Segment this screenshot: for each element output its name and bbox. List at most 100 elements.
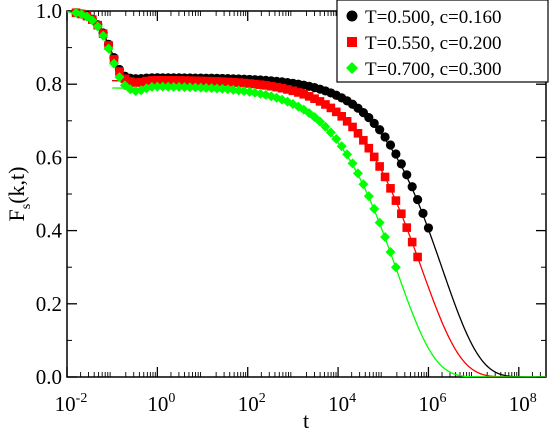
data-point-square [228, 77, 238, 87]
data-point-square [359, 136, 368, 145]
data-point-square [391, 196, 401, 205]
data-point-square [364, 143, 374, 153]
data-point-square [131, 78, 140, 87]
data-point-square [163, 75, 173, 85]
fit-curve [112, 87, 546, 377]
data-point-diamond [374, 217, 385, 228]
data-point-diamond [331, 133, 342, 144]
data-point-circle [385, 140, 396, 150]
data-point-square [125, 77, 135, 86]
data-point-square [180, 76, 189, 85]
x-tick-label: 106 [418, 391, 446, 416]
data-point-diamond [103, 43, 114, 54]
x-axis-label: t [303, 408, 309, 432]
data-point-square [386, 184, 395, 193]
data-point-square [304, 92, 314, 101]
data-point-diamond [98, 30, 109, 41]
data-point-circle [396, 159, 406, 169]
data-point-square [142, 76, 151, 86]
y-tick-label: 0.0 [36, 365, 62, 389]
y-tick-label: 0.8 [36, 72, 62, 96]
data-point-square [369, 152, 379, 162]
legend-box [336, 0, 549, 83]
data-point-square [239, 78, 249, 88]
data-point-circle [402, 170, 412, 180]
data-point-diamond [363, 191, 374, 202]
data-point-square [397, 209, 406, 219]
data-point-square [245, 79, 254, 88]
data-point-diamond [195, 82, 206, 93]
data-point-square [191, 76, 200, 86]
data-point-square [174, 76, 184, 85]
data-point-diamond [92, 21, 103, 32]
data-point-square [261, 81, 271, 90]
data-point-diamond [201, 82, 212, 93]
data-point-diamond [336, 141, 347, 152]
data-point-square [277, 83, 287, 93]
data-point-square [136, 77, 146, 87]
data-point-diamond [380, 232, 391, 243]
legend-label: T=0.500, c=0.160 [365, 7, 501, 28]
data-point-square [402, 223, 412, 232]
data-point-circle [364, 113, 374, 123]
data-point-square [158, 75, 168, 85]
data-point-square [310, 94, 319, 104]
data-point-square [331, 107, 341, 117]
data-point-square [283, 85, 292, 94]
data-point-diamond [184, 82, 195, 93]
data-point-diamond [157, 81, 168, 92]
data-point-diamond [152, 81, 163, 92]
data-point-circle [369, 118, 379, 128]
data-point-circle [412, 194, 423, 205]
data-point-diamond [325, 127, 336, 138]
data-point-square [201, 76, 211, 86]
data-point-square [234, 78, 243, 87]
fit-curve [112, 79, 546, 377]
legend: T=0.500, c=0.160 T=0.550, c=0.200 T=0.700,… [336, 0, 549, 83]
x-tick-label: 108 [509, 391, 537, 416]
data-point-square [380, 172, 390, 182]
data-point-diamond [315, 116, 326, 127]
data-point-diamond [369, 203, 380, 214]
legend-marker-square [347, 37, 357, 47]
data-point-square [342, 117, 352, 126]
data-point-diamond [342, 149, 353, 160]
data-point-square [147, 76, 157, 85]
data-point-circle [391, 149, 401, 159]
data-point-square [348, 122, 357, 132]
x-tick-label: 100 [147, 391, 175, 416]
x-tick-label: 10-2 [55, 391, 88, 416]
data-point-circle [375, 125, 385, 135]
data-point-square [272, 82, 281, 92]
y-tick-label: 0.6 [36, 145, 62, 169]
y-axis-label-suffix: (k,t) [4, 167, 29, 204]
legend-label: T=0.700, c=0.300 [365, 59, 501, 80]
data-point-diamond [108, 58, 119, 69]
data-point-square [196, 76, 206, 86]
data-point-diamond [249, 87, 260, 98]
data-point-diamond [114, 72, 125, 83]
y-axis-label-subscript: s [19, 204, 34, 209]
data-point-square [294, 88, 303, 97]
data-point-square [407, 237, 417, 247]
data-point-square [250, 79, 260, 89]
data-point-square [256, 80, 265, 89]
data-point-square [321, 100, 330, 109]
data-point-diamond [179, 82, 190, 93]
data-point-diamond [163, 81, 174, 92]
data-point-diamond [320, 121, 331, 132]
data-point-square [353, 128, 363, 138]
y-axis-label-main: F [4, 209, 29, 221]
y-tick-label: 0.4 [36, 219, 63, 243]
data-point-diamond [146, 81, 157, 92]
data-point-square [288, 86, 298, 96]
y-axis-label: Fs(k,t) [4, 167, 34, 222]
svg-text:Fs(k,t): Fs(k,t) [4, 167, 34, 222]
data-point-square [120, 74, 130, 84]
data-point-diamond [347, 158, 358, 169]
data-point-circle [407, 182, 417, 192]
data-point-square [299, 89, 309, 99]
data-point-square [266, 81, 276, 91]
